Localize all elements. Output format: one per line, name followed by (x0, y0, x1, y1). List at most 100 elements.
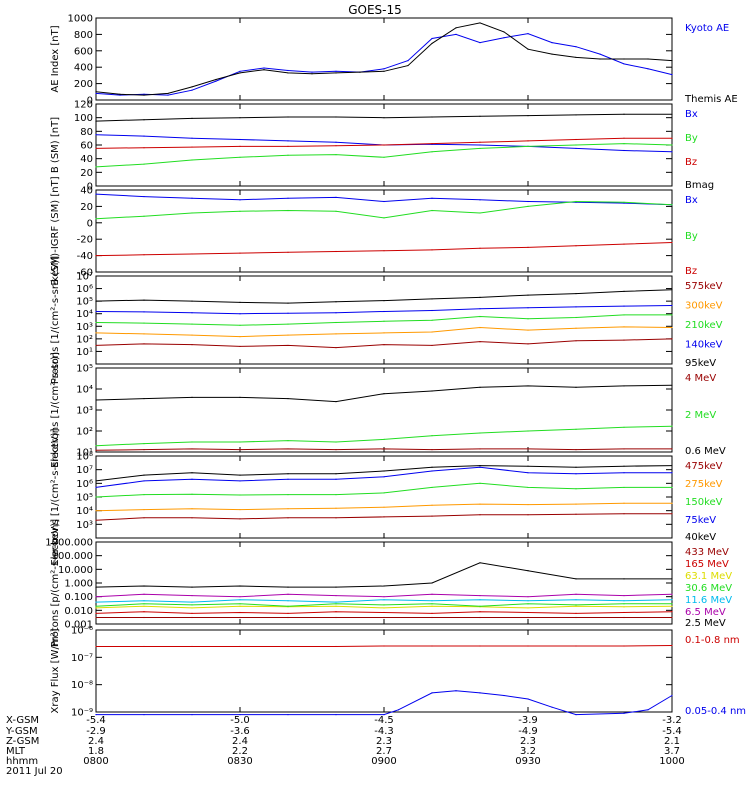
legend-label: 150keV (685, 497, 723, 508)
data-point (479, 147, 481, 150)
data-point (143, 343, 145, 345)
data-point (239, 301, 241, 303)
data-point (335, 401, 337, 403)
data-point (575, 147, 577, 150)
data-point (623, 137, 625, 139)
data-point (191, 604, 193, 606)
data-point (647, 68, 649, 70)
legend-label: 275keV (685, 479, 723, 490)
data-point (335, 473, 337, 475)
data-point (623, 465, 625, 467)
data-point (287, 612, 289, 614)
y-tick-label: 10.000 (58, 565, 93, 576)
data-point (575, 645, 577, 647)
legend-label: Kyoto AE (685, 23, 729, 34)
data-point (191, 343, 193, 346)
y-tick-label: 10² (76, 334, 93, 345)
data-point (239, 336, 241, 338)
plot-title: GOES-15 (348, 3, 402, 17)
data-point (431, 645, 433, 647)
data-point (95, 612, 97, 614)
y-tick-label: 20 (80, 168, 93, 179)
data-point (143, 311, 145, 313)
data-point (431, 435, 433, 437)
y-tick-label: 60 (80, 141, 93, 152)
data-point (191, 607, 193, 609)
data-point (527, 48, 529, 50)
legend-label: Bx (685, 195, 698, 206)
data-point (623, 290, 625, 292)
data-point (431, 616, 433, 619)
data-point (239, 585, 241, 587)
data-point (575, 386, 577, 388)
data-point (623, 201, 625, 203)
data-point (335, 616, 337, 619)
data-point (287, 344, 289, 347)
data-point (671, 502, 673, 504)
data-point (335, 153, 337, 156)
data-point (383, 217, 385, 219)
legend-label: 0.1-0.8 nm (685, 635, 740, 646)
data-point (383, 476, 385, 478)
data-point (431, 593, 433, 595)
data-point (431, 298, 433, 300)
data-point (671, 241, 673, 244)
data-point (95, 344, 97, 347)
data-point (239, 599, 241, 601)
data-point (239, 252, 241, 254)
data-point (335, 594, 337, 597)
data-point (335, 347, 337, 349)
data-point (335, 301, 337, 303)
data-point (527, 611, 529, 614)
series-line-Kyoto AE (95, 33, 673, 96)
data-point (287, 616, 289, 619)
data-point (527, 570, 529, 572)
y-tick-label: 10⁴ (76, 309, 93, 320)
data-point (623, 606, 625, 608)
data-point (239, 313, 241, 315)
data-point (479, 212, 481, 214)
data-point (671, 603, 673, 605)
data-point (479, 448, 481, 450)
data-point (623, 202, 625, 204)
data-point (335, 116, 337, 118)
data-point (335, 611, 337, 613)
data-point (455, 33, 457, 36)
data-point (239, 441, 241, 443)
data-point (623, 426, 625, 428)
series-line-2.5 MeV (95, 562, 672, 588)
data-point (383, 310, 385, 313)
data-point (191, 396, 193, 398)
data-point (527, 607, 529, 609)
data-point (191, 586, 193, 588)
data-point (431, 344, 433, 347)
data-point (575, 316, 577, 319)
data-point (143, 135, 145, 137)
data-point (95, 519, 97, 521)
data-point (527, 472, 529, 474)
data-point (239, 199, 241, 201)
ephemeris-value: 2.4 (88, 736, 104, 747)
data-point (623, 305, 625, 307)
data-point (671, 204, 673, 206)
data-point (95, 255, 97, 257)
data-point (383, 611, 385, 614)
data-point (479, 616, 481, 619)
legend-label: Bz (685, 266, 697, 277)
data-point (383, 332, 385, 334)
data-point (383, 470, 385, 472)
data-point (95, 486, 97, 489)
ephemeris-value: -5.4 (662, 726, 682, 737)
data-point (143, 94, 145, 96)
data-point (431, 143, 433, 145)
data-point (623, 513, 625, 515)
data-point (623, 149, 625, 152)
data-point (575, 612, 577, 614)
data-point (383, 343, 385, 346)
y-axis-label: Protons [p/(cm²-s-sr-keV)] (50, 519, 61, 647)
data-point (95, 449, 97, 451)
data-point (287, 473, 289, 475)
data-point (671, 486, 673, 489)
data-point (335, 145, 337, 147)
data-point (191, 300, 193, 302)
